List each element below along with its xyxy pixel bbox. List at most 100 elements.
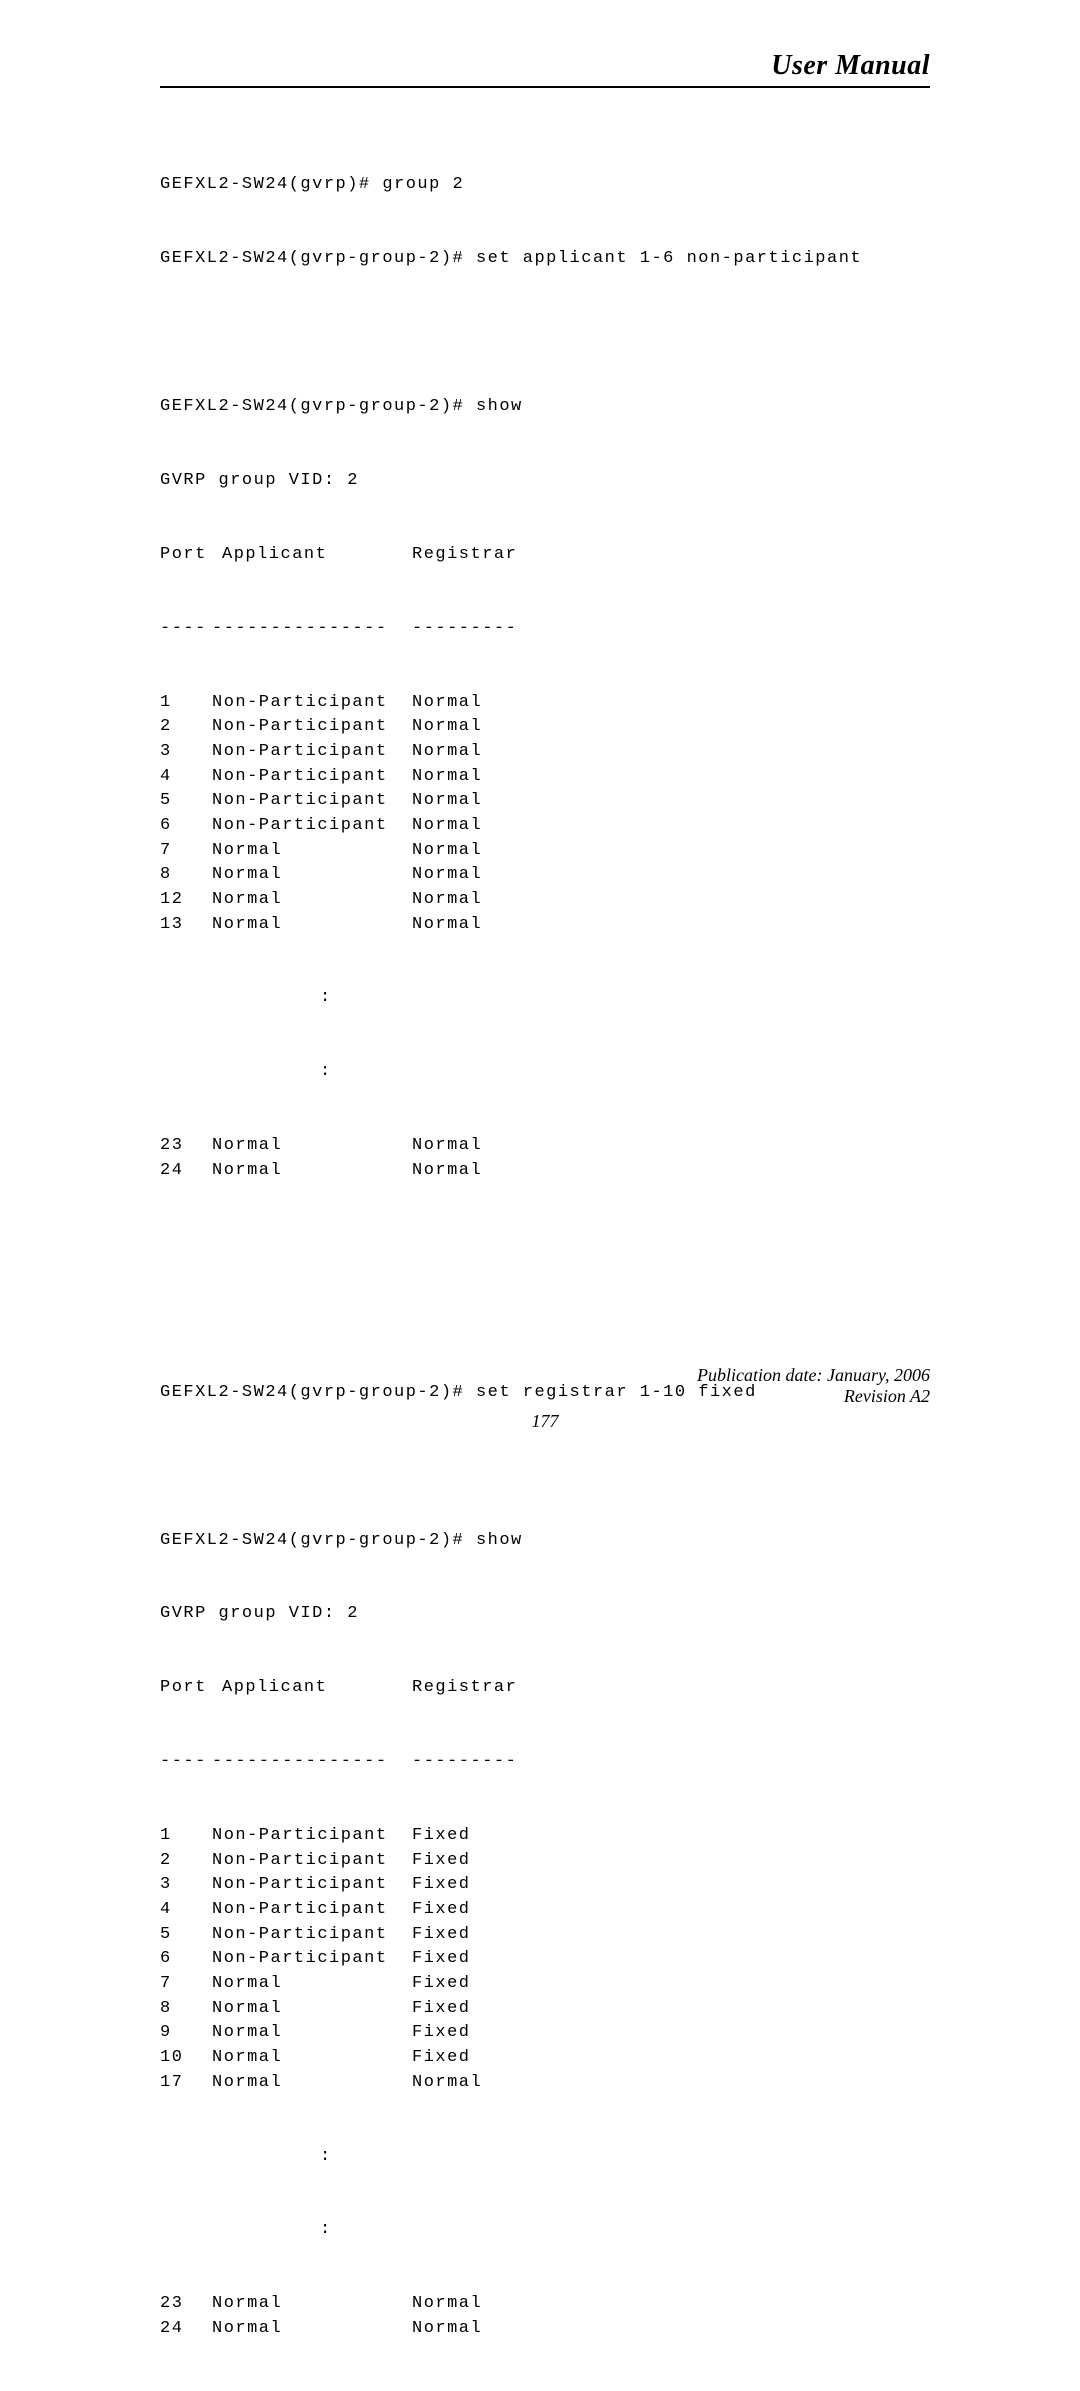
cell-registrar: Normal xyxy=(412,715,482,740)
cell-applicant: Normal xyxy=(212,2292,412,2317)
cell-registrar: Normal xyxy=(412,814,482,839)
table-row: 4Non-ParticipantNormal xyxy=(160,765,930,790)
cell-applicant: Non-Participant xyxy=(212,1898,412,1923)
cell-applicant: Non-Participant xyxy=(212,1947,412,1972)
subtitle-line: GVRP group VID: 2 xyxy=(160,469,930,494)
cell-registrar: Fixed xyxy=(412,1997,471,2022)
cell-applicant: Normal xyxy=(212,913,412,938)
table-row: 5Non-ParticipantFixed xyxy=(160,1923,930,1948)
cell-applicant: Normal xyxy=(212,839,412,864)
ellipsis: : xyxy=(160,986,930,1011)
cell-applicant: Normal xyxy=(212,2046,412,2071)
blank-line xyxy=(160,1455,930,1480)
cell-port: 6 xyxy=(160,1947,212,1972)
table-row: 6Non-ParticipantFixed xyxy=(160,1947,930,1972)
table-row: 9NormalFixed xyxy=(160,2021,930,2046)
table-header: PortApplicantRegistrar xyxy=(160,543,930,568)
dash-port: ---- xyxy=(160,617,212,642)
publication-date: Publication date: January, 2006 xyxy=(160,1365,930,1386)
cell-applicant: Normal xyxy=(212,1159,412,1184)
cell-registrar: Normal xyxy=(412,1159,482,1184)
cell-port: 9 xyxy=(160,2021,212,2046)
blank-line xyxy=(160,321,930,346)
table-row: 8NormalNormal xyxy=(160,863,930,888)
table-row: 3Non-ParticipantFixed xyxy=(160,1873,930,1898)
cell-applicant: Non-Participant xyxy=(212,765,412,790)
cell-registrar: Fixed xyxy=(412,1849,471,1874)
cell-port: 17 xyxy=(160,2071,212,2096)
table-row: 2Non-ParticipantNormal xyxy=(160,715,930,740)
cmd-line: GEFXL2-SW24(gvrp-group-2)# set applicant… xyxy=(160,247,930,272)
cell-registrar: Normal xyxy=(412,789,482,814)
cell-applicant: Normal xyxy=(212,1134,412,1159)
cell-registrar: Normal xyxy=(412,888,482,913)
table-row: 24NormalNormal xyxy=(160,1159,930,1184)
cell-port: 4 xyxy=(160,1898,212,1923)
cell-registrar: Normal xyxy=(412,2317,482,2342)
cell-applicant: Normal xyxy=(212,1972,412,1997)
cell-port: 2 xyxy=(160,1849,212,1874)
cell-port: 12 xyxy=(160,888,212,913)
dash-reg: --------- xyxy=(412,617,517,642)
table-header: PortApplicantRegistrar xyxy=(160,1676,930,1701)
cell-port: 24 xyxy=(160,2317,212,2342)
cell-registrar: Normal xyxy=(412,1134,482,1159)
cell-registrar: Normal xyxy=(412,863,482,888)
dash-app: --------------- xyxy=(212,1750,412,1775)
cell-port: 3 xyxy=(160,1873,212,1898)
subtitle-line: GVRP group VID: 2 xyxy=(160,1602,930,1627)
blank-line xyxy=(160,1307,930,1332)
cell-registrar: Normal xyxy=(412,2071,482,2096)
col-port: Port xyxy=(160,1676,222,1701)
cell-applicant: Non-Participant xyxy=(212,691,412,716)
cell-port: 6 xyxy=(160,814,212,839)
cell-applicant: Normal xyxy=(212,888,412,913)
dash-port: ---- xyxy=(160,1750,212,1775)
col-port: Port xyxy=(160,543,222,568)
cell-applicant: Normal xyxy=(212,1997,412,2022)
dash-reg: --------- xyxy=(412,1750,517,1775)
cell-registrar: Fixed xyxy=(412,1923,471,1948)
cell-applicant: Non-Participant xyxy=(212,1849,412,1874)
header-rule: User Manual xyxy=(160,50,930,88)
dash-app: --------------- xyxy=(212,617,412,642)
table-row: 10NormalFixed xyxy=(160,2046,930,2071)
table-row: 8NormalFixed xyxy=(160,1997,930,2022)
cell-applicant: Normal xyxy=(212,2317,412,2342)
cell-applicant: Non-Participant xyxy=(212,814,412,839)
page-title: User Manual xyxy=(160,50,930,82)
table-row: 1Non-ParticipantFixed xyxy=(160,1824,930,1849)
table-row: 7NormalNormal xyxy=(160,839,930,864)
cell-registrar: Normal xyxy=(412,740,482,765)
cell-port: 24 xyxy=(160,1159,212,1184)
cmd-line: GEFXL2-SW24(gvrp-group-2)# show xyxy=(160,1529,930,1554)
page-number: 177 xyxy=(160,1411,930,1432)
table-row: 17NormalNormal xyxy=(160,2071,930,2096)
cell-registrar: Fixed xyxy=(412,1824,471,1849)
cell-port: 7 xyxy=(160,1972,212,1997)
cell-applicant: Non-Participant xyxy=(212,789,412,814)
col-applicant: Applicant xyxy=(222,543,412,568)
cell-port: 5 xyxy=(160,1923,212,1948)
cmd-line: GEFXL2-SW24(gvrp)# group 2 xyxy=(160,173,930,198)
page-footer: Publication date: January, 2006 Revision… xyxy=(160,1365,930,1432)
cell-registrar: Normal xyxy=(412,839,482,864)
cell-port: 2 xyxy=(160,715,212,740)
table-row: 24NormalNormal xyxy=(160,2317,930,2342)
table-row: 7NormalFixed xyxy=(160,1972,930,1997)
cell-port: 4 xyxy=(160,765,212,790)
dash-line: ---------------------------- xyxy=(160,1750,930,1775)
col-registrar: Registrar xyxy=(412,543,517,568)
cell-applicant: Non-Participant xyxy=(212,740,412,765)
ellipsis: : xyxy=(160,2218,930,2243)
table-row: 2Non-ParticipantFixed xyxy=(160,1849,930,1874)
cell-port: 8 xyxy=(160,863,212,888)
cell-applicant: Non-Participant xyxy=(212,1873,412,1898)
cell-port: 23 xyxy=(160,2292,212,2317)
table-row: 6Non-ParticipantNormal xyxy=(160,814,930,839)
cell-port: 1 xyxy=(160,1824,212,1849)
table-row: 1Non-ParticipantNormal xyxy=(160,691,930,716)
cell-applicant: Normal xyxy=(212,2071,412,2096)
table-row: 4Non-ParticipantFixed xyxy=(160,1898,930,1923)
blank-line xyxy=(160,1233,930,1258)
